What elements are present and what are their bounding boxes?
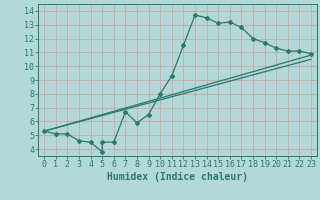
X-axis label: Humidex (Indice chaleur): Humidex (Indice chaleur) [107,172,248,182]
